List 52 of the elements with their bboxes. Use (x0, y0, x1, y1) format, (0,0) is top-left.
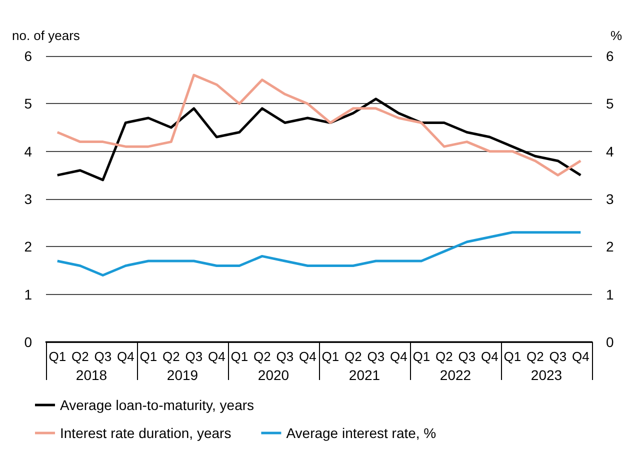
y-axis-title: no. of years (12, 28, 80, 43)
x-tick-label: Q1 (504, 349, 522, 364)
y2-tick-label: 6 (606, 48, 614, 64)
y2-tick-label: 0 (606, 334, 614, 350)
y2-tick-label: 1 (606, 286, 614, 302)
x-tick-label: Q4 (390, 349, 408, 364)
x-tick-label: Q4 (572, 349, 590, 364)
x-tick-label: Q1 (322, 349, 340, 364)
x-tick-label: Q1 (230, 349, 248, 364)
x-tick-label: Q2 (71, 349, 89, 364)
y2-tick-label: 2 (606, 238, 614, 255)
y2-axis-title: % (610, 28, 622, 43)
x-tick-label: Q4 (298, 349, 316, 364)
y-tick-label: 4 (24, 143, 32, 160)
legend-label: Interest rate duration, years (60, 425, 232, 441)
text: 2019 (166, 367, 198, 383)
y2-tick-label: 3 (606, 191, 614, 207)
y-tick-label: 1 (24, 286, 32, 302)
x-tick-label: Q3 (458, 349, 476, 364)
line-series (56, 98, 582, 182)
legend-label: Average loan-to-maturity, years (60, 397, 254, 413)
line-series (56, 231, 582, 277)
x-tick-label: Q2 (253, 349, 271, 364)
text: 2021 (348, 367, 380, 383)
x-tick-label: Q3 (549, 349, 567, 364)
x-tick-label: Q2 (435, 349, 453, 364)
x-tick-label: Q1 (140, 349, 158, 364)
x-tick-label: Q2 (526, 349, 544, 364)
x-tick-label: Q1 (412, 349, 430, 364)
text: 2018 (76, 367, 108, 383)
y-tick-label: 0 (24, 334, 32, 350)
x-tick-label: Q2 (344, 349, 362, 364)
y-tick-label: 6 (24, 48, 32, 64)
text: 2020 (258, 367, 290, 383)
y-tick-label: 2 (24, 238, 32, 255)
x-tick-label: Q4 (480, 349, 498, 364)
x-tick-label: Q3 (94, 349, 112, 364)
x-tick-label: Q2 (162, 349, 180, 364)
text: 2022 (440, 367, 472, 383)
y2-tick-label: 4 (606, 143, 614, 160)
x-tick-label: Q4 (208, 349, 226, 364)
x-tick-label: Q1 (48, 349, 66, 364)
line-series (56, 74, 582, 176)
legend-label: Average interest rate, % (286, 425, 436, 441)
y2-tick-label: 5 (606, 96, 614, 112)
x-tick-label: Q3 (367, 349, 385, 364)
x-tick-label: Q3 (185, 349, 203, 364)
x-tick-label: Q4 (116, 349, 134, 364)
y-tick-label: 5 (24, 96, 32, 112)
text: 2023 (530, 367, 562, 383)
y-tick-label: 3 (24, 191, 32, 207)
x-tick-label: Q3 (276, 349, 294, 364)
